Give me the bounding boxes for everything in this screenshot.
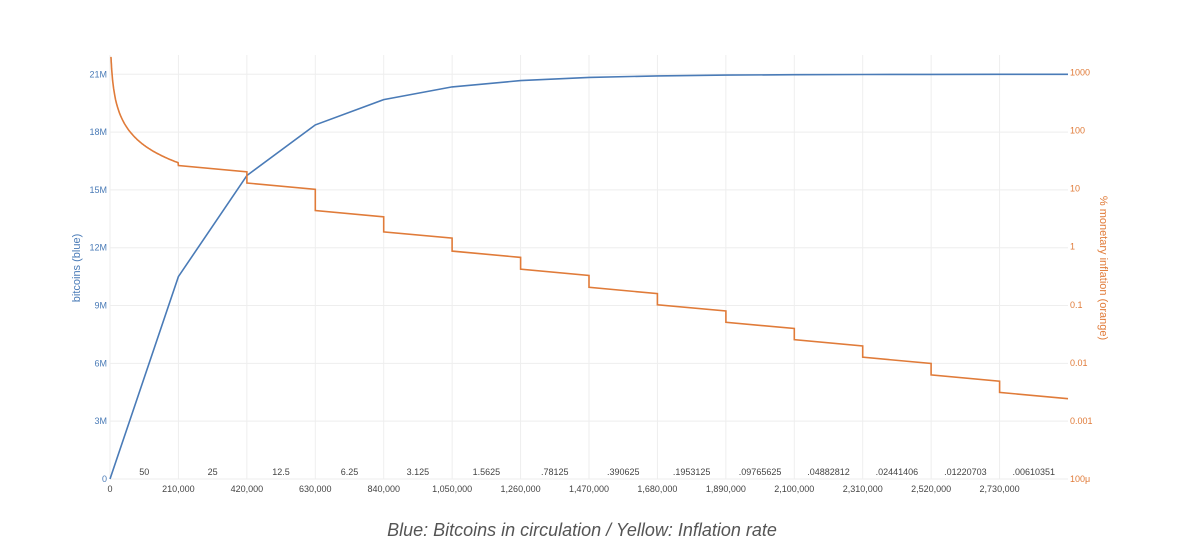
- y-left-tick-label: 18M: [89, 127, 107, 137]
- block-reward-label: 50: [139, 467, 149, 477]
- inflation-line: [110, 56, 1069, 400]
- x-tick-label: 210,000: [162, 484, 195, 494]
- block-reward-label: .00610351: [1013, 467, 1056, 477]
- block-reward-label: .04882812: [807, 467, 850, 477]
- y-left-tick-label: 6M: [94, 358, 107, 368]
- x-tick-label: 1,260,000: [501, 484, 541, 494]
- block-reward-label: .390625: [607, 467, 640, 477]
- y-left-tick-label: 0: [102, 474, 107, 484]
- y-right-tick-label: 1000: [1070, 67, 1090, 77]
- y-right-tick-label: 0.001: [1070, 416, 1093, 426]
- y-left-tick-label: 12M: [89, 243, 107, 253]
- y-left-axis-title: bitcoins (blue): [71, 234, 83, 302]
- supply-line: [109, 73, 1068, 480]
- x-tick-label: 1,470,000: [569, 484, 609, 494]
- x-tick-label: 0: [107, 484, 112, 494]
- block-reward-label: 3.125: [407, 467, 430, 477]
- y-right-axis-title: % monetary inflation (orange): [1097, 196, 1109, 340]
- grid: [109, 55, 1068, 480]
- series: [109, 56, 1069, 480]
- x-tick-label: 1,050,000: [432, 484, 472, 494]
- block-reward-labels: 50 25 12.5 6.25 3.125 1.5625 .78125 .390625 .195…: [139, 467, 1055, 477]
- y-right-tick-label: 0.1: [1070, 300, 1083, 310]
- block-reward-label: .01220703: [944, 467, 987, 477]
- supply-inflation-chart: 50 25 12.5 6.25 3.125 1.5625 .78125 .390625 .195…: [71, 55, 1109, 494]
- x-tick-label: 2,310,000: [843, 484, 883, 494]
- y-right-tick-label: 0.01: [1070, 358, 1088, 368]
- block-reward-label: .02441406: [876, 467, 919, 477]
- block-reward-label: .78125: [541, 467, 569, 477]
- y-right-tick-label: 1: [1070, 242, 1075, 252]
- chart-container: 50 25 12.5 6.25 3.125 1.5625 .78125 .390625 .195…: [71, 55, 1109, 540]
- chart-caption: Blue: Bitcoins in circulation / Yellow: …: [387, 520, 777, 540]
- x-tick-label: 1,680,000: [637, 484, 677, 494]
- x-tick-label: 840,000: [367, 484, 400, 494]
- x-tick-label: 2,100,000: [774, 484, 814, 494]
- block-reward-label: 25: [208, 467, 218, 477]
- block-reward-label: .1953125: [673, 467, 711, 477]
- y-right-tick-label: 10: [1070, 184, 1080, 194]
- x-tick-label: 2,520,000: [911, 484, 951, 494]
- y-right-tick-label: 100μ: [1070, 474, 1090, 484]
- y-left-tick-label: 21M: [89, 69, 107, 79]
- block-reward-label: 6.25: [341, 467, 359, 477]
- block-reward-label: .09765625: [739, 467, 782, 477]
- y-right-tick-label: 100: [1070, 126, 1085, 136]
- y-left-tick-label: 15M: [89, 185, 107, 195]
- x-tick-label: 2,730,000: [980, 484, 1020, 494]
- block-reward-label: 12.5: [272, 467, 290, 477]
- x-tick-label: 1,890,000: [706, 484, 746, 494]
- axes: 0 210,000 420,000 630,000 840,000 1,050,000 1,…: [89, 67, 1092, 494]
- y-left-tick-label: 3M: [94, 416, 107, 426]
- x-tick-label: 630,000: [299, 484, 332, 494]
- block-reward-label: 1.5625: [473, 467, 501, 477]
- x-tick-label: 420,000: [231, 484, 264, 494]
- y-left-tick-label: 9M: [94, 301, 107, 311]
